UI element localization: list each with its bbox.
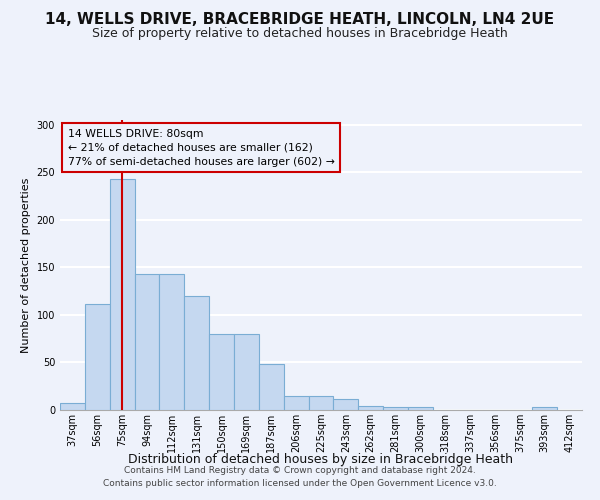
Bar xyxy=(532,407,557,410)
Y-axis label: Number of detached properties: Number of detached properties xyxy=(21,178,31,352)
Bar xyxy=(60,404,85,410)
Text: Contains HM Land Registry data © Crown copyright and database right 2024.
Contai: Contains HM Land Registry data © Crown c… xyxy=(103,466,497,487)
Bar xyxy=(160,274,184,410)
Bar xyxy=(408,407,433,410)
Bar xyxy=(209,334,234,410)
Bar xyxy=(334,398,358,410)
Bar xyxy=(134,274,160,410)
Bar xyxy=(184,296,209,410)
Bar xyxy=(259,364,284,410)
Bar xyxy=(110,179,134,410)
Text: 14 WELLS DRIVE: 80sqm
← 21% of detached houses are smaller (162)
77% of semi-det: 14 WELLS DRIVE: 80sqm ← 21% of detached … xyxy=(68,128,335,166)
Bar xyxy=(308,396,334,410)
Bar xyxy=(383,407,408,410)
Text: Distribution of detached houses by size in Bracebridge Heath: Distribution of detached houses by size … xyxy=(128,452,514,466)
Text: 14, WELLS DRIVE, BRACEBRIDGE HEATH, LINCOLN, LN4 2UE: 14, WELLS DRIVE, BRACEBRIDGE HEATH, LINC… xyxy=(46,12,554,28)
Bar xyxy=(234,334,259,410)
Text: Size of property relative to detached houses in Bracebridge Heath: Size of property relative to detached ho… xyxy=(92,28,508,40)
Bar xyxy=(284,396,308,410)
Bar xyxy=(85,304,110,410)
Bar xyxy=(358,406,383,410)
